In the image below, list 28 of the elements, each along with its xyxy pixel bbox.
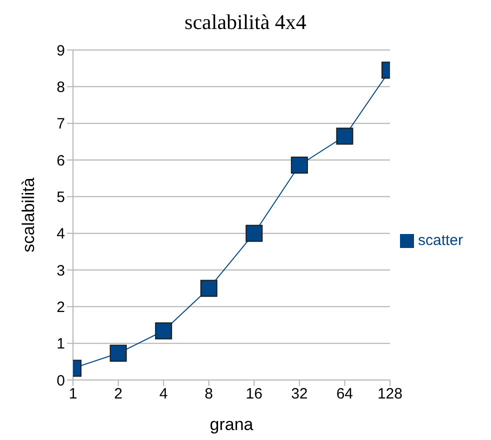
x-tick-label: 1 — [68, 386, 78, 403]
point — [336, 128, 354, 145]
x-tick-label: 2 — [114, 386, 122, 403]
y-axis-title: scalabilità — [19, 177, 38, 252]
y-tick-label: 3 — [56, 262, 65, 280]
point — [200, 280, 218, 297]
point — [246, 224, 263, 242]
x-tick-label: 8 — [204, 386, 214, 403]
y-tick-label: 4 — [56, 226, 65, 243]
x-tick-label: 4 — [159, 386, 168, 403]
x-tick-label: 32 — [291, 386, 308, 403]
x-tick-label: 64 — [336, 386, 354, 403]
chart-title: scalabilità 4x4 — [184, 9, 308, 36]
point — [290, 156, 308, 174]
x-tick-label: 16 — [246, 386, 262, 403]
y-tick-label: 7 — [56, 116, 65, 133]
x-axis-title: grana — [210, 415, 254, 434]
y-tick-label: 1 — [56, 336, 65, 353]
point — [110, 344, 127, 362]
y-tick-label: 9 — [56, 42, 65, 60]
x-tick-label: 128 — [377, 386, 402, 403]
legend-label: scatter — [418, 232, 463, 248]
y-tick-label: 6 — [56, 152, 65, 170]
point — [155, 322, 172, 340]
y-tick-label: 0 — [56, 372, 65, 390]
y-tick-label: 2 — [56, 298, 65, 316]
y-tick-label: 8 — [56, 78, 65, 96]
y-tick-label: 5 — [56, 188, 65, 206]
